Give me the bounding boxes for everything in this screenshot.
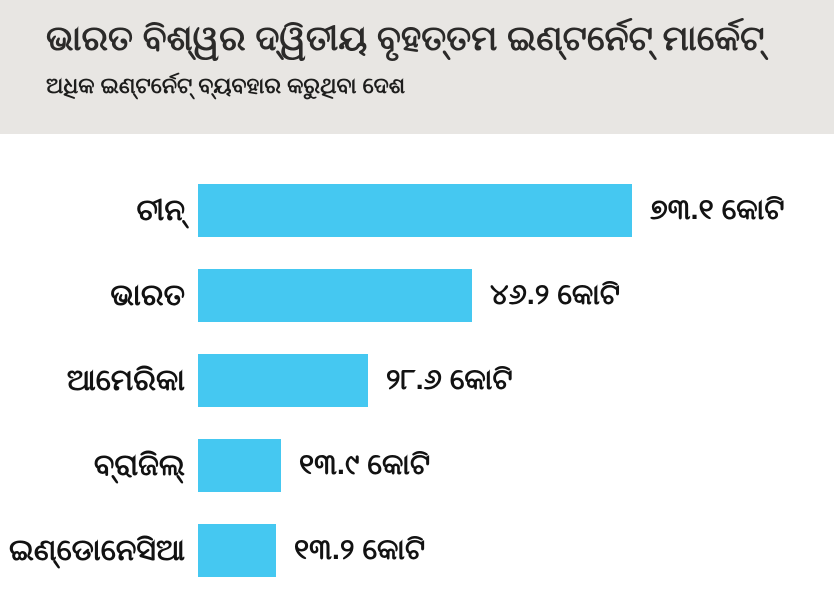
bar-america xyxy=(198,354,368,407)
chart-title: ଭାରତ ବିଶ୍ୱର ଦ୍ୱିତୀୟ ବୃହତ୍ତମ ଇଣ୍ଟର୍ନେଟ୍ ମ… xyxy=(46,19,765,58)
chart-row-brazil: ବ୍ରାଜିଲ୍ ୧୩.୯ କୋଟି xyxy=(0,439,834,492)
value-label: ୧୩.୨ କୋଟି xyxy=(294,534,426,566)
chart-subtitle: ଅଧିକ ଇଣ୍ଟର୍ନେଟ୍ ବ୍ୟବହାର କରୁଥିବା ଦେଶ xyxy=(46,73,406,98)
bar-china xyxy=(198,184,632,237)
bar-indonesia xyxy=(198,524,276,577)
bar-chart: ଚୀନ୍ ୭୩.୧ କୋଟି ଭାରତ ୪୬.୨ କୋଟି ଆମେରିକା ୨୮… xyxy=(0,134,834,577)
value-label: ୭୩.୧ କୋଟି xyxy=(650,194,785,226)
chart-header: ଭାରତ ବିଶ୍ୱର ଦ୍ୱିତୀୟ ବୃହତ୍ତମ ଇଣ୍ଟର୍ନେଟ୍ ମ… xyxy=(0,0,834,134)
chart-row-america: ଆମେରିକା ୨୮.୬ କୋଟି xyxy=(0,354,834,407)
value-label: ୧୩.୯ କୋଟି xyxy=(299,449,431,481)
value-label: ୪୬.୨ କୋଟି xyxy=(490,279,621,311)
chart-row-india: ଭାରତ ୪୬.୨ କୋଟି xyxy=(0,269,834,322)
value-label: ୨୮.୬ କୋଟି xyxy=(386,364,513,396)
category-label: ଭାରତ xyxy=(110,278,185,312)
chart-row-indonesia: ଇଣ୍ଡୋନେସିଆ ୧୩.୨ କୋଟି xyxy=(0,524,834,577)
category-label: ଚୀନ୍ xyxy=(136,193,185,227)
bar-brazil xyxy=(198,439,281,492)
chart-row-china: ଚୀନ୍ ୭୩.୧ କୋଟି xyxy=(0,184,834,237)
bar-india xyxy=(198,269,472,322)
category-label: ଆମେରିକା xyxy=(66,363,185,397)
category-label: ବ୍ରାଜିଲ୍ xyxy=(93,448,185,482)
category-label: ଇଣ୍ଡୋନେସିଆ xyxy=(8,533,185,567)
